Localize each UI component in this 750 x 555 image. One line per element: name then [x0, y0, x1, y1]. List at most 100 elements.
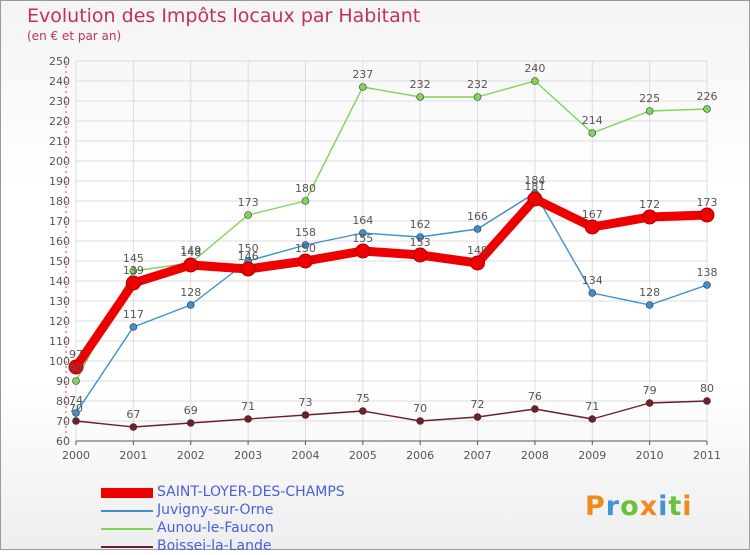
series-line-2	[75, 80, 708, 382]
data-label: 237	[352, 68, 373, 81]
y-tick-label: 70	[56, 415, 70, 428]
legend-swatch	[101, 510, 153, 512]
x-tick-label: 2010	[636, 449, 664, 462]
x-tick-label: 2002	[177, 449, 205, 462]
series-point-3	[72, 417, 80, 425]
series-point-1	[588, 289, 597, 297]
data-label: 164	[352, 214, 373, 227]
series-line-0	[71, 194, 712, 372]
series-point-3	[531, 405, 539, 413]
series-point-1	[72, 409, 80, 417]
data-label: 73	[298, 396, 312, 409]
logo-letter: i	[682, 491, 693, 522]
x-tick-label: 2004	[291, 449, 319, 462]
data-label: 72	[471, 398, 485, 411]
series-point-2	[473, 93, 482, 101]
data-label: 226	[697, 90, 718, 103]
y-tick-label: 150	[49, 255, 70, 268]
data-label: 128	[639, 286, 660, 299]
axes	[65, 56, 708, 445]
y-tick-label: 230	[49, 95, 70, 108]
series-point-0	[240, 261, 256, 277]
data-label: 180	[295, 182, 316, 195]
series-point-0	[125, 275, 141, 291]
series-point-1	[186, 301, 195, 309]
data-label: 67	[126, 408, 140, 421]
y-tick-labels: 60 70 80 90 100 110 120 130 140 150 160 170 180 190 20…	[49, 55, 70, 448]
data-label: 148	[180, 246, 201, 259]
data-label: 150	[295, 242, 316, 255]
y-tick-label: 220	[49, 115, 70, 128]
series-point-3	[416, 417, 424, 425]
data-label: 158	[295, 226, 316, 239]
x-tick-label: 2008	[521, 449, 549, 462]
proxiti-logo: Proxiti	[585, 491, 693, 522]
series-point-1	[359, 229, 367, 237]
y-tick-label: 100	[49, 355, 70, 368]
y-tick-label: 210	[49, 135, 70, 148]
series-point-0	[183, 257, 199, 273]
data-label: 90	[69, 362, 83, 375]
data-label: 150	[238, 242, 259, 255]
series-point-0	[470, 255, 486, 271]
series-point-1	[703, 281, 711, 289]
chart-subtitle: (en € et par an)	[27, 29, 122, 43]
legend-label: Boissei-la-Lande	[157, 538, 272, 554]
series-point-3	[359, 407, 367, 415]
data-label: 167	[582, 208, 603, 221]
data-label: 240	[524, 62, 545, 75]
series-point-1	[129, 323, 138, 331]
data-label: 166	[467, 210, 488, 223]
data-label: 117	[123, 308, 144, 321]
y-tick-label: 240	[49, 75, 70, 88]
series-point-1	[301, 241, 310, 249]
x-tick-labels: 2000 2001 2002 2003 2004 2005 2006 2007 2008 2009…	[62, 449, 721, 462]
data-label: 149	[467, 244, 488, 257]
data-label: 74	[69, 394, 83, 407]
series-point-2	[301, 197, 310, 205]
x-tick-label: 2000	[62, 449, 90, 462]
logo-letter: o	[620, 491, 640, 522]
series-line-1	[75, 192, 708, 414]
series-point-1	[473, 225, 482, 233]
series-group	[68, 77, 715, 431]
data-label: 173	[697, 196, 718, 209]
y-tick-label: 190	[49, 175, 70, 188]
data-label: 97	[69, 348, 83, 361]
series-point-1	[416, 233, 424, 241]
data-label: 146	[238, 250, 259, 263]
data-label: 128	[180, 286, 201, 299]
series-point-2	[129, 267, 138, 275]
series-point-2	[588, 129, 597, 137]
series-point-3	[645, 399, 654, 407]
y-tick-label: 250	[49, 55, 70, 68]
y-tick-label: 170	[49, 215, 70, 228]
data-label: 79	[643, 384, 657, 397]
series-point-2	[645, 107, 654, 115]
data-label: 139	[123, 264, 144, 277]
series-point-0	[68, 359, 84, 375]
legend-swatch	[101, 528, 153, 530]
series-point-2	[244, 211, 252, 219]
logo-letter: P	[585, 491, 606, 522]
y-tick-label: 130	[49, 295, 70, 308]
series-point-0	[642, 209, 658, 225]
legend-label: SAINT-LOYER-DES-CHAMPS	[157, 484, 345, 500]
series-point-3	[129, 423, 138, 431]
x-tick-label: 2009	[578, 449, 606, 462]
series-point-2	[416, 93, 424, 101]
data-label: 70	[69, 402, 83, 415]
x-tick-label: 2005	[349, 449, 377, 462]
y-tick-label: 160	[49, 235, 70, 248]
logo-letter: x	[639, 491, 659, 522]
data-label: 149	[180, 244, 201, 257]
data-label: 69	[184, 404, 198, 417]
data-label: 181	[524, 180, 545, 193]
legend-swatch	[101, 546, 153, 548]
data-label: 75	[356, 392, 370, 405]
series-point-2	[359, 83, 367, 91]
grid-lines	[75, 60, 708, 442]
logo-letter: r	[605, 491, 621, 522]
y-tick-label: 200	[49, 155, 70, 168]
